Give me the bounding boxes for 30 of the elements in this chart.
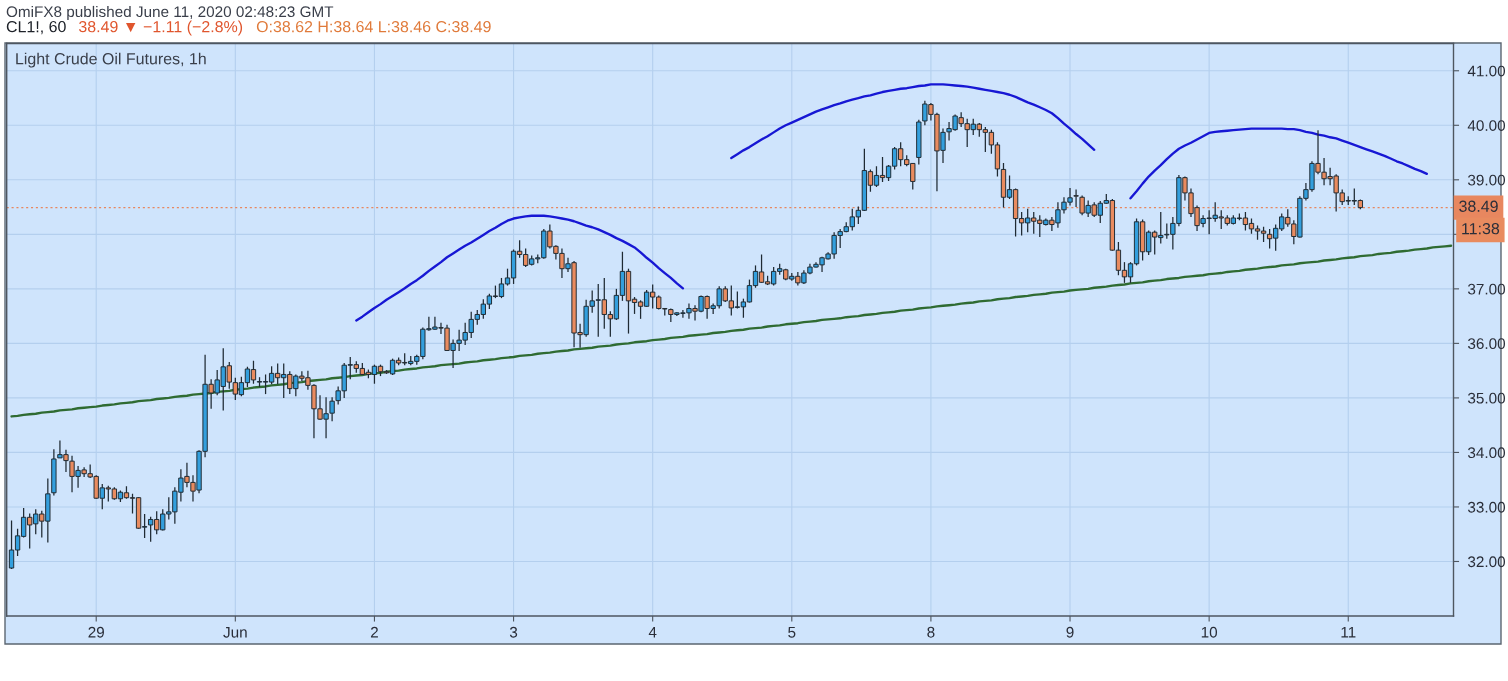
x-tick-label: 3 (509, 626, 518, 638)
x-tick-label: 11 (1341, 626, 1356, 638)
text: 38.49 ▼ −1.11 (−2.8%) (78, 20, 243, 36)
x-tick-label: 4 (648, 626, 657, 638)
y-tick-label: 34.00 (1467, 447, 1506, 459)
y-tick-label: 35.00 (1467, 392, 1506, 404)
line-series (1129, 127, 1429, 200)
text: 11:38 (1462, 222, 1500, 235)
y-tick-label: 40.00 (1467, 120, 1506, 131)
y-tick-label: 39.00 (1467, 174, 1506, 186)
text: Light Crude Oil Futures, 1h (16, 52, 206, 68)
y-tick-label: 37.00 (1467, 283, 1506, 295)
text: CL1!, 60 (6, 20, 66, 35)
x-tick-label: Jun (223, 626, 247, 638)
text: O:38.62 H:38.64 L:38.46 C:38.49 (256, 20, 491, 33)
x-tick-label: 2 (370, 626, 378, 638)
line-series (355, 214, 685, 322)
y-tick-label: 36.00 (1467, 338, 1506, 350)
line-series (10, 244, 1453, 418)
y-tick-label: 41.00 (1467, 65, 1506, 77)
x-tick-label: 8 (927, 626, 935, 638)
x-tick-label: 10 (1201, 626, 1218, 638)
x-tick-label: 5 (788, 626, 796, 638)
y-tick-label: 32.00 (1467, 556, 1506, 568)
ref-line-label: 38.49 (1459, 200, 1498, 212)
y-tick-label: 33.00 (1467, 501, 1506, 513)
text: OmiFX8 published June 11, 2020 02:48:23 GMT (6, 5, 334, 21)
line-series (730, 83, 1096, 160)
x-tick-label: 29 (88, 626, 104, 638)
x-tick-label: 9 (1066, 626, 1074, 638)
